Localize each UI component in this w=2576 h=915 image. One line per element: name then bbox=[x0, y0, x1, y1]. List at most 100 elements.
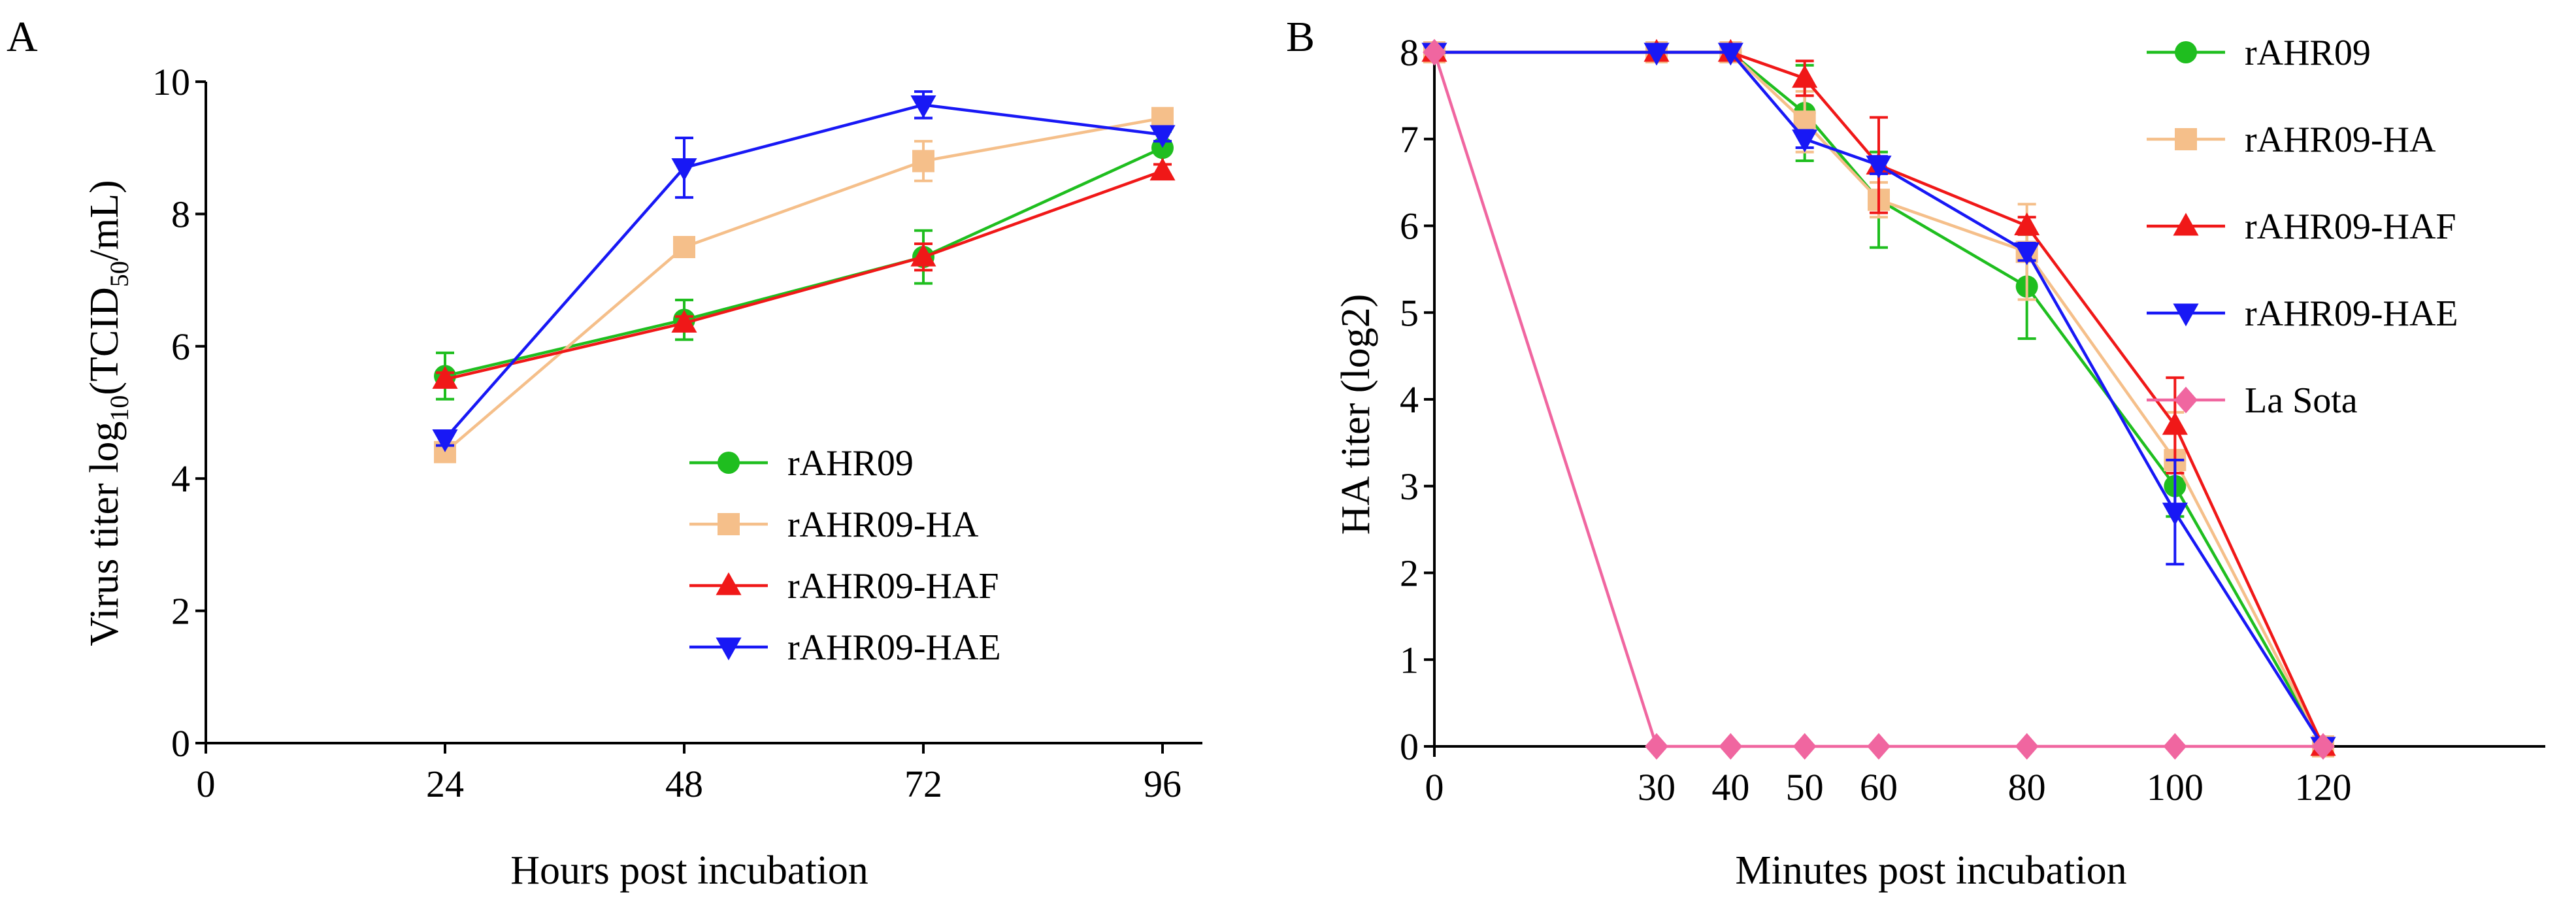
panel-b-xtick-label: 120 bbox=[2295, 766, 2352, 808]
panel-b-point-la-sota bbox=[1792, 733, 1817, 760]
panel-b-legend-label: La Sota bbox=[2245, 380, 2358, 421]
panel-a-series-rahr09-ha bbox=[434, 107, 1174, 463]
panel-b-line-rahr09-hae bbox=[1434, 50, 2324, 748]
panel-b-ytick-label: 4 bbox=[1400, 378, 1419, 421]
panel-b-point-la-sota bbox=[1867, 733, 1891, 760]
panel-b-point-rahr09-haf bbox=[2014, 212, 2040, 235]
panel-a-xtick-label: 72 bbox=[904, 763, 942, 805]
panel-b-series-rahr09-haf bbox=[1421, 39, 2336, 756]
panel-a-point-rahr09-haf bbox=[1149, 158, 1176, 181]
panel-b-point-rahr09-hae bbox=[2162, 503, 2188, 525]
panel-b-point-la-sota bbox=[2015, 733, 2039, 760]
panel-a-ytick-label: 4 bbox=[171, 458, 190, 500]
panel-b-point-la-sota bbox=[1423, 39, 1446, 66]
panel-b-xtick-label: 30 bbox=[1638, 766, 1676, 808]
panel-a-ytick-label: 8 bbox=[171, 193, 190, 235]
panel-b-point-rahr09-hae bbox=[2014, 242, 2040, 265]
panel-b-xtick-label: 40 bbox=[1711, 766, 1749, 808]
panel-a-line-rahr09-haf bbox=[444, 169, 1163, 381]
panel-b-point-rahr09-haf bbox=[2162, 412, 2188, 435]
panel-a-ytick-label: 6 bbox=[171, 325, 190, 368]
panel-a-ytick-label: 10 bbox=[152, 61, 190, 103]
panel-b-xtick-label: 50 bbox=[1786, 766, 1824, 808]
panel-b-legend-marker bbox=[2173, 212, 2199, 236]
panel-b-point-rahr09-hae bbox=[1643, 42, 1670, 66]
panel-a-xtick-label: 96 bbox=[1144, 763, 1181, 805]
panel-b-xtick-label: 60 bbox=[1860, 766, 1898, 808]
panel-b-legend-item-rahr09: rAHR09 bbox=[2147, 33, 2371, 73]
panel-b-ytick-label: 8 bbox=[1400, 31, 1419, 74]
panel-a-legend: rAHR09 rAHR09-HA rAHR09-HAF rAHR09-HAE bbox=[689, 443, 1001, 668]
panel-b-ytick-label: 2 bbox=[1400, 552, 1419, 595]
panel-a-ytick-label: 0 bbox=[171, 722, 190, 765]
panel-b-ytick-label: 1 bbox=[1400, 639, 1419, 681]
panel-a-line-rahr09-hae bbox=[444, 103, 1163, 440]
panel-a-letter: A bbox=[7, 13, 38, 61]
panel-b-legend-item-rahr09-haf: rAHR09-HAF bbox=[2147, 207, 2456, 247]
panel-b-ytick-label: 3 bbox=[1400, 465, 1419, 508]
panel-b-ytick-label: 6 bbox=[1400, 205, 1419, 248]
panel-b-legend-item-rahr09-hae: rAHR09-HAE bbox=[2147, 293, 2458, 334]
panel-a-point-rahr09-ha bbox=[912, 150, 934, 173]
panel-b-line-la-sota bbox=[1432, 52, 2323, 748]
panel-b-series-rahr09-hae bbox=[1421, 42, 2336, 760]
panel-a-series-rahr09 bbox=[434, 129, 1174, 401]
panel-a-xtick-label: 48 bbox=[665, 763, 703, 805]
panel-a-legend-marker bbox=[716, 572, 742, 595]
panel-b-xtick-label: 80 bbox=[2008, 766, 2046, 808]
panel-a-series-rahr09-haf bbox=[432, 158, 1176, 389]
panel-a-ytick-label: 2 bbox=[171, 590, 190, 633]
panel-a-legend-marker bbox=[718, 513, 740, 535]
panel-a-point-rahr09-hae bbox=[910, 95, 936, 118]
panel-a-legend-label: rAHR09-HA bbox=[787, 505, 979, 545]
panel-b-legend-label: rAHR09-HAE bbox=[2245, 293, 2458, 334]
panel-a-legend-marker bbox=[716, 637, 742, 661]
panel-b-point-rahr09-hae bbox=[1866, 156, 1892, 178]
panel-a-legend-item-rahr09-ha: rAHR09-HA bbox=[689, 505, 979, 545]
panel-a-legend-label: rAHR09-HAF bbox=[787, 566, 999, 607]
panel-a-point-rahr09-hae bbox=[432, 429, 458, 452]
panel-a-xtick-label: 0 bbox=[197, 763, 216, 805]
panel-a-xlabel: Hours post incubation bbox=[510, 848, 868, 893]
panel-a-legend-label: rAHR09 bbox=[787, 443, 914, 484]
panel-a-legend-item-rahr09-hae: rAHR09-HAE bbox=[689, 627, 1001, 668]
panel-b-point-la-sota bbox=[1645, 733, 1668, 760]
panel-b-legend: rAHR09 rAHR09-HA rAHR09-HAF rAHR09-HAE La So… bbox=[2147, 33, 2458, 421]
panel-b-ylabel: HA titer (log2) bbox=[1334, 294, 1378, 535]
panel-b-point-rahr09-haf bbox=[1792, 65, 1818, 88]
panel-a-point-rahr09-haf bbox=[432, 366, 458, 389]
panel-b-legend-marker bbox=[2175, 41, 2197, 63]
panel-a-point-rahr09-hae bbox=[1149, 125, 1176, 148]
panel-b-ytick-label: 7 bbox=[1400, 118, 1419, 161]
panel-a-line-rahr09-ha bbox=[444, 116, 1163, 454]
panel-b-xtick-label: 100 bbox=[2147, 766, 2204, 808]
panel-b-legend-marker bbox=[2173, 303, 2199, 327]
panel-b-legend-label: rAHR09-HA bbox=[2245, 120, 2436, 160]
panel-a-series-rahr09-hae bbox=[432, 90, 1176, 452]
panel-b-legend-item-la-sota: La Sota bbox=[2147, 380, 2358, 421]
panel-a-point-rahr09-hae bbox=[671, 158, 697, 181]
panel-b-legend-label: rAHR09-HAF bbox=[2245, 207, 2456, 247]
panel-a-xtick-label: 24 bbox=[426, 763, 464, 805]
panel-a-point-rahr09-haf bbox=[910, 243, 936, 267]
panel-a-legend-item-rahr09-haf: rAHR09-HAF bbox=[689, 566, 999, 607]
panel-b-xlabel: Minutes post incubation bbox=[1735, 848, 2126, 893]
panel-a-ylabel: Virus titer log10(TCID50/mL) bbox=[82, 180, 134, 646]
panel-b-letter: B bbox=[1286, 13, 1315, 61]
panel-b-point-la-sota bbox=[2311, 733, 2335, 760]
panel-b-legend-label: rAHR09 bbox=[2245, 33, 2371, 73]
panel-a-legend-label: rAHR09-HAE bbox=[787, 627, 1001, 668]
panel-b-legend-marker bbox=[2175, 128, 2197, 150]
panel-b-series-la-sota bbox=[1423, 39, 2335, 760]
panel-b-ytick-label: 0 bbox=[1400, 725, 1419, 768]
panel-a-legend-marker bbox=[718, 452, 740, 474]
panel-b-point-la-sota bbox=[2163, 733, 2187, 760]
panel-b-point-rahr09-hae bbox=[1792, 129, 1818, 153]
panel-b-xtick-label: 0 bbox=[1425, 766, 1444, 808]
panel-a-legend-item-rahr09: rAHR09 bbox=[689, 443, 914, 484]
panel-b-point-la-sota bbox=[1719, 733, 1743, 760]
panel-b-legend-marker bbox=[2174, 386, 2198, 414]
